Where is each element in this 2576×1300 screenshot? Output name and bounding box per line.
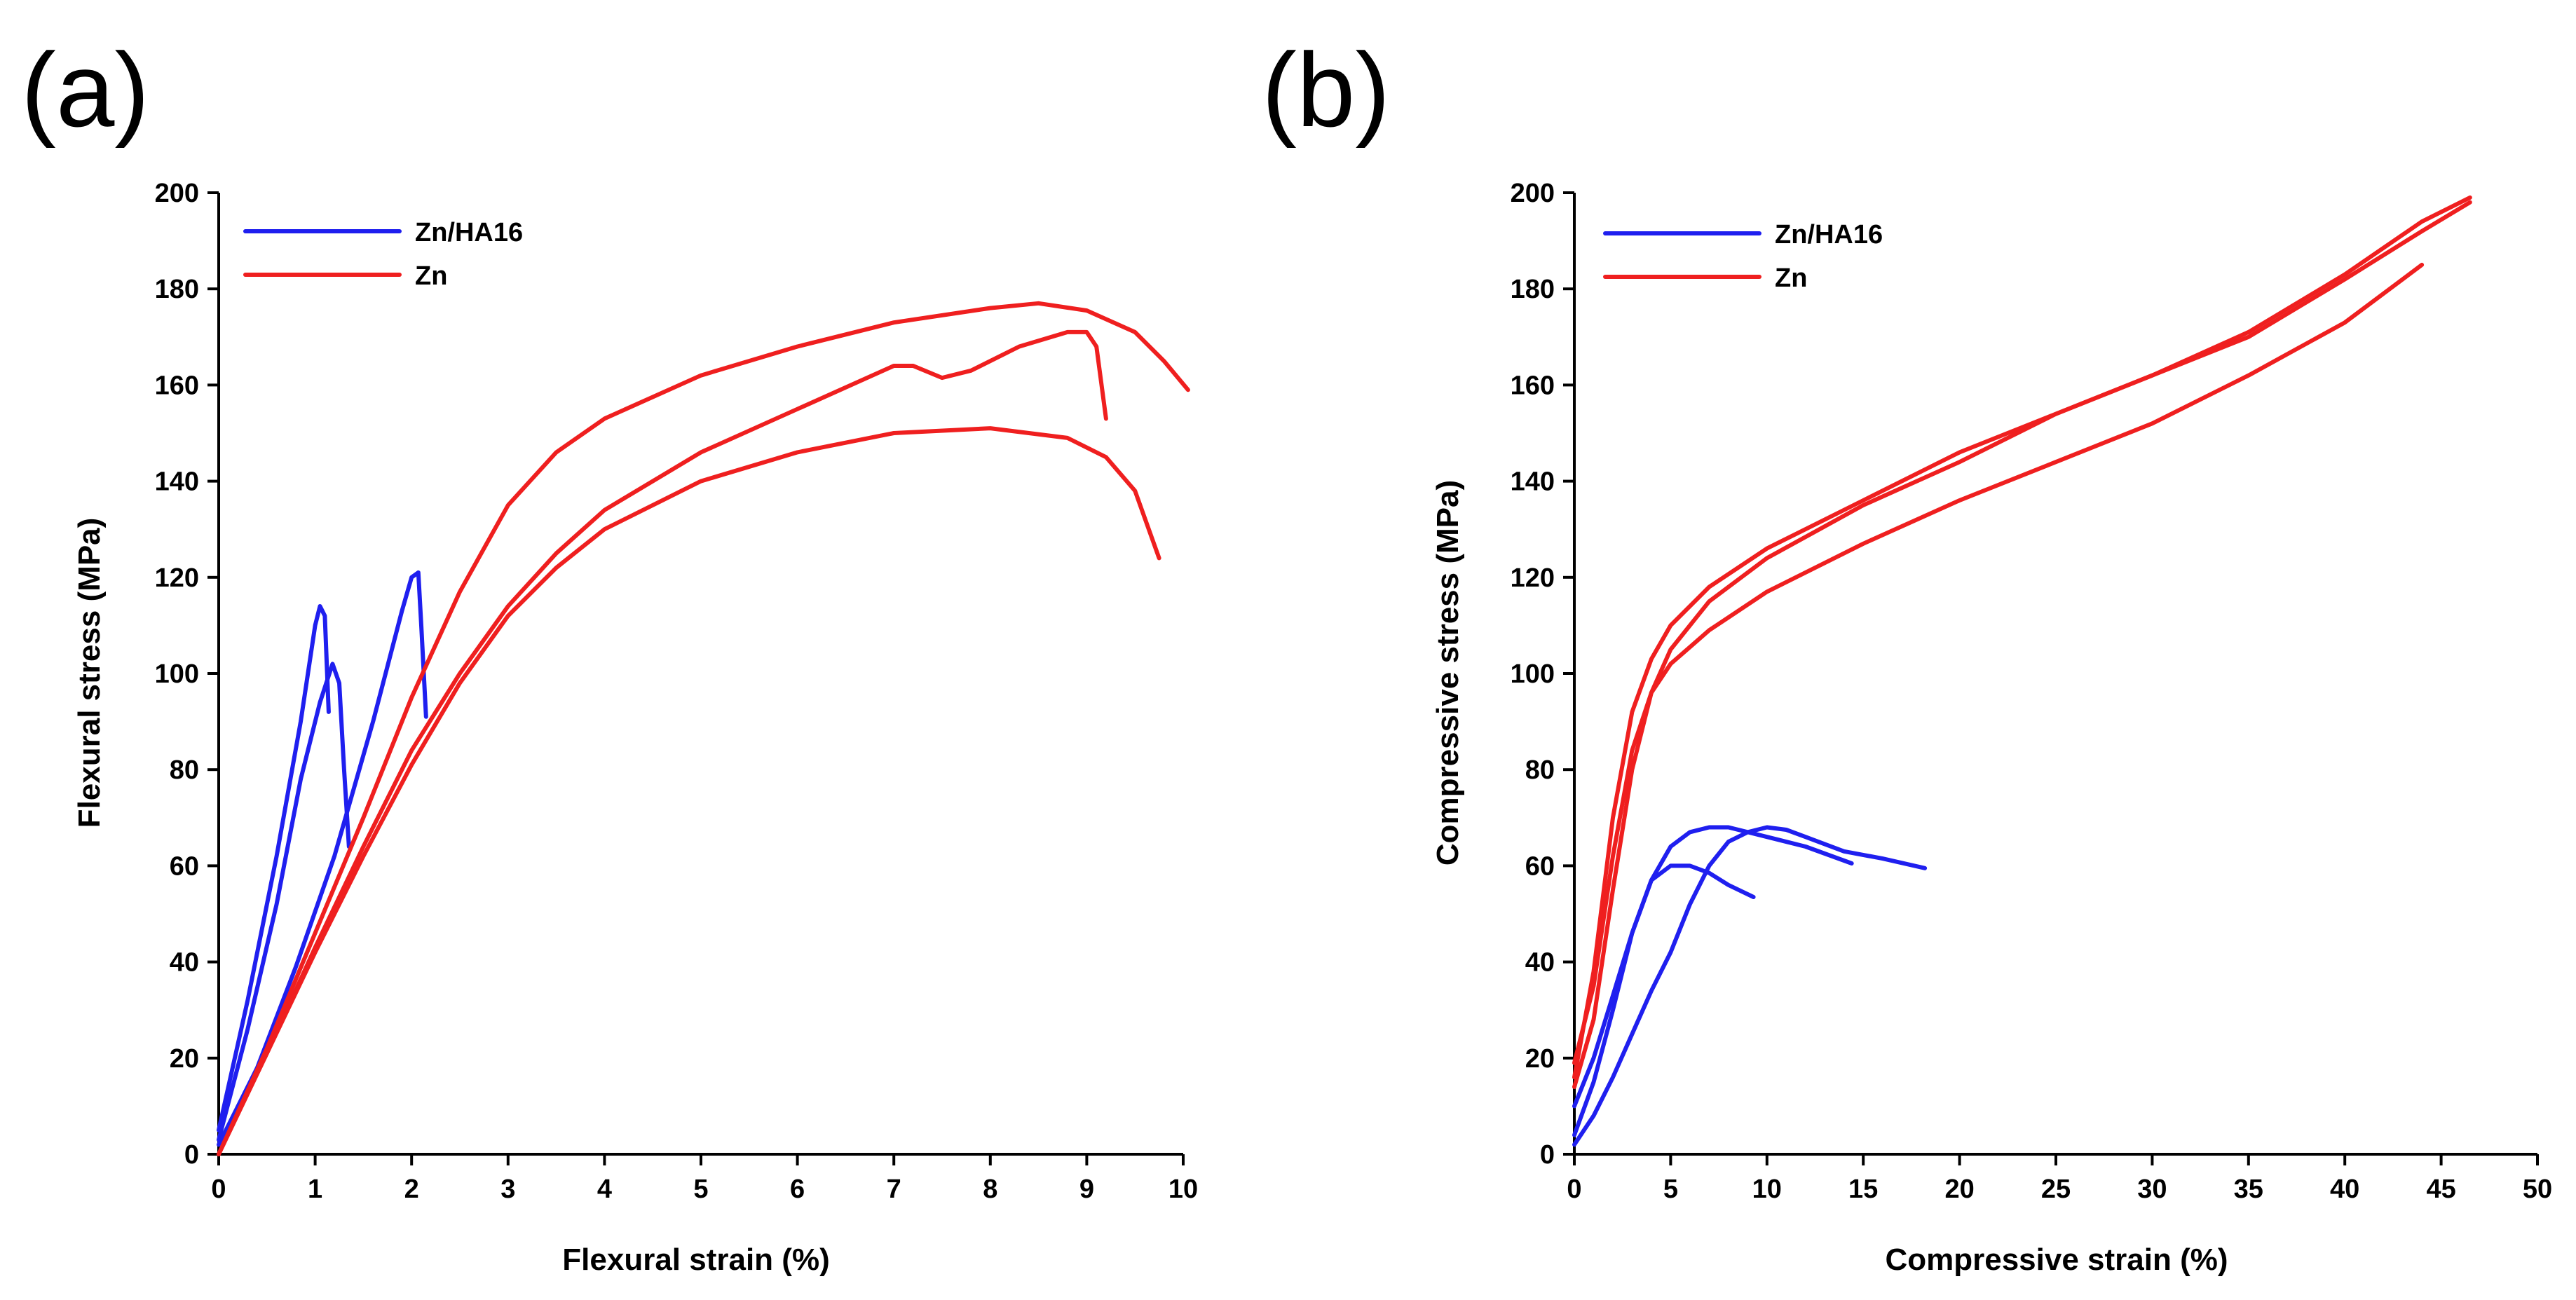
series-line-a-zn-ha16-2 (217, 570, 428, 1147)
y-tick-label-a: 140 (155, 467, 199, 497)
series-line-b-zn-ha16-1 (1572, 825, 1854, 1109)
x-tick-label-a: 7 (887, 1175, 901, 1204)
y-tick-label-a: 20 (170, 1044, 199, 1074)
legend-label-zn-a: Zn (415, 261, 447, 291)
x-tick-label-a: 5 (693, 1175, 708, 1204)
x-tick-label-a: 2 (404, 1175, 419, 1204)
y-tick-label-b: 120 (1511, 563, 1555, 593)
x-tick-label-b: 30 (2137, 1175, 2167, 1204)
x-tick-label-b: 20 (1944, 1175, 1974, 1204)
y-tick-label-b: 60 (1525, 851, 1555, 881)
plot-area-a: 0 20 40 60 80 100 120 140 160 180 200 0 1 2 3 4 5 6 7 8 9 10 (155, 179, 1199, 1204)
x-tick-label-b: 15 (1848, 1175, 1878, 1204)
series-line-a-zn-ha16-0 (217, 604, 331, 1133)
series-line-a-zn-4 (217, 329, 1108, 1156)
panel-label-b: (b) (1262, 31, 1390, 149)
x-axis-title-a: Flexural strain (%) (562, 1243, 829, 1277)
x-tick-label-a: 0 (211, 1175, 226, 1204)
chart-panel-a: (a) 0 20 40 60 80 100 120 140 160 180 200 0 1 2 3 4 5 6 7 8… (21, 31, 1198, 1277)
y-tick-label-a: 100 (155, 659, 199, 689)
y-tick-label-b: 20 (1525, 1044, 1555, 1074)
series-line-b-zn-ha16-0 (1572, 863, 1756, 1137)
x-tick-label-b: 0 (1567, 1175, 1581, 1204)
x-tick-label-a: 9 (1079, 1175, 1094, 1204)
legend-label-zn-ha16-b: Zn/HA16 (1775, 220, 1883, 249)
y-tick-label-b: 0 (1540, 1140, 1555, 1170)
y-tick-label-a: 60 (170, 851, 199, 881)
legend-b: Zn/HA16 Zn (1603, 220, 1883, 293)
legend-a: Zn/HA16 Zn (243, 218, 523, 291)
y-tick-label-b: 40 (1525, 948, 1555, 978)
x-tick-label-b: 25 (2041, 1175, 2071, 1204)
x-tick-label-a: 8 (983, 1175, 997, 1204)
x-tick-label-a: 6 (790, 1175, 805, 1204)
panel-label-a: (a) (21, 31, 149, 149)
x-tick-label-a: 1 (308, 1175, 322, 1204)
x-tick-label-b: 40 (2330, 1175, 2359, 1204)
y-axis-title-a: Flexural stress (MPa) (72, 518, 107, 828)
y-tick-label-b: 160 (1511, 371, 1555, 400)
x-tick-label-b: 35 (2234, 1175, 2263, 1204)
y-tick-label-a: 200 (155, 179, 199, 208)
y-tick-label-b: 140 (1511, 467, 1555, 497)
x-tick-label-a: 10 (1168, 1175, 1198, 1204)
y-tick-label-a: 120 (155, 563, 199, 593)
y-tick-label-a: 160 (155, 371, 199, 400)
y-tick-label-a: 40 (170, 948, 199, 978)
series-line-a-zn-ha16-1 (217, 662, 351, 1142)
plot-area-b: 0 20 40 60 80 100 120 140 160 180 200 0 5 10 15 20 25 30 3… (1511, 179, 2553, 1204)
y-tick-label-b: 200 (1511, 179, 1555, 208)
series-line-a-zn-5 (217, 426, 1161, 1156)
y-axis-title-b: Compressive stress (MPa) (1431, 480, 1465, 865)
legend-label-zn-ha16-a: Zn/HA16 (415, 218, 523, 247)
series-line-b-zn-ha16-2 (1572, 825, 1928, 1147)
x-tick-label-b: 10 (1752, 1175, 1782, 1204)
x-tick-label-b: 50 (2523, 1175, 2552, 1204)
x-axis-title-b: Compressive strain (%) (1885, 1243, 2228, 1277)
series-line-b-zn-5 (1572, 262, 2425, 1065)
chart-panel-b: (b) 0 20 40 60 80 100 120 140 160 180 200 0 5 10 15 20 2… (1262, 31, 2552, 1277)
series-line-b-zn-3 (1572, 195, 2472, 1080)
y-tick-label-a: 0 (184, 1140, 199, 1170)
y-tick-label-b: 80 (1525, 755, 1555, 785)
y-tick-label-a: 80 (170, 755, 199, 785)
series-line-b-zn-4 (1572, 200, 2472, 1089)
x-tick-label-b: 5 (1663, 1175, 1678, 1204)
legend-label-zn-b: Zn (1775, 264, 1807, 293)
y-tick-label-b: 100 (1511, 659, 1555, 689)
y-tick-label-b: 180 (1511, 275, 1555, 304)
x-tick-label-a: 3 (500, 1175, 515, 1204)
x-tick-label-b: 45 (2426, 1175, 2455, 1204)
series-line-a-zn-3 (217, 301, 1190, 1156)
x-tick-label-a: 4 (597, 1175, 612, 1204)
y-tick-label-a: 180 (155, 275, 199, 304)
